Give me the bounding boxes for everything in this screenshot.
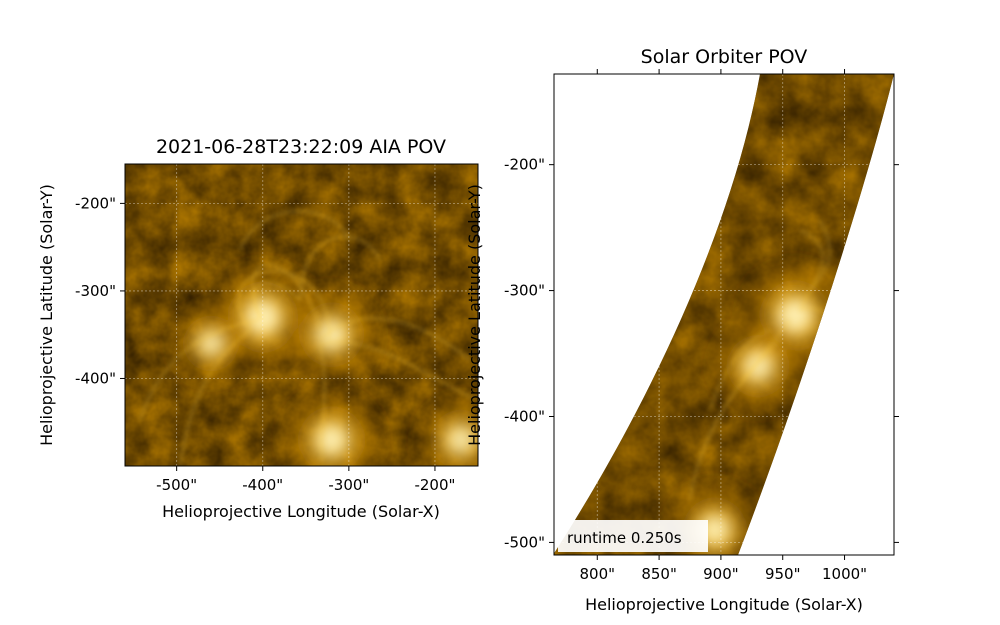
bright-core — [745, 353, 771, 380]
runtime-label: runtime 0.250s — [567, 529, 682, 547]
solo-ylabel: Helioprojective Latitude (Solar-Y) — [465, 184, 484, 446]
bright-core — [318, 321, 346, 349]
solo-panel: Solar Orbiter POV 800" 850" 900" 950" 1000" — [465, 46, 899, 614]
x-tick-label: -300" — [328, 476, 369, 494]
solo-frame — [553, 73, 895, 556]
x-tick-label: 950" — [765, 565, 801, 583]
aia-xlabel: Helioprojective Longitude (Solar-X) — [162, 502, 440, 521]
runtime-box: runtime 0.250s — [558, 520, 708, 552]
solo-xlabel: Helioprojective Longitude (Solar-X) — [585, 595, 863, 614]
y-tick-label: -300" — [75, 282, 116, 300]
aia-ylabel: Helioprojective Latitude (Solar-Y) — [37, 184, 56, 446]
aia-title: 2021-06-28T23:22:09 AIA POV — [156, 136, 446, 158]
x-tick-label: -200" — [414, 476, 455, 494]
aia-y-ticks: -200" -300" -400" — [75, 194, 125, 387]
solo-title: Solar Orbiter POV — [641, 46, 808, 68]
y-tick-label: -400" — [504, 407, 545, 425]
y-tick-label: -400" — [75, 369, 116, 387]
bright-region — [275, 383, 388, 466]
bright-core — [448, 427, 474, 453]
bright-core — [317, 425, 346, 454]
solo-x-ticks: 800" 850" 900" 950" 1000" — [580, 69, 867, 583]
aia-x-ticks: -500" -400" -300" -200" — [156, 466, 455, 494]
x-tick-label: -500" — [156, 476, 197, 494]
y-tick-label: -200" — [75, 194, 116, 212]
x-tick-label: 800" — [580, 565, 616, 583]
x-tick-label: 850" — [641, 565, 677, 583]
y-tick-label: -300" — [504, 282, 545, 300]
x-tick-label: -400" — [242, 476, 283, 494]
x-tick-label: 900" — [703, 565, 739, 583]
bright-core — [247, 302, 278, 333]
x-tick-label: 1000" — [822, 565, 867, 583]
y-tick-label: -200" — [504, 156, 545, 174]
bright-core — [701, 516, 729, 544]
solo-y-ticks: -200" -300" -400" -500" — [504, 156, 899, 551]
aia-frame — [124, 163, 479, 467]
y-tick-label: -500" — [504, 533, 545, 551]
aia-image — [125, 164, 478, 466]
aia-panel: 2021-06-28T23:22:09 AIA POV -500" -400" -3… — [37, 136, 479, 521]
